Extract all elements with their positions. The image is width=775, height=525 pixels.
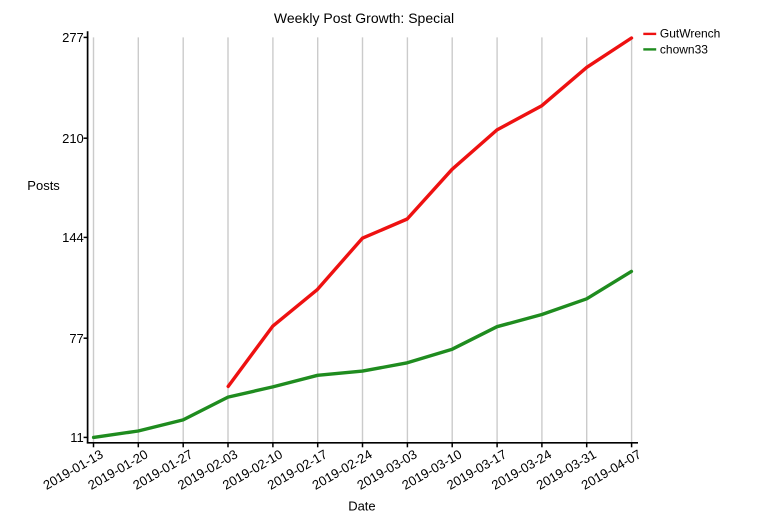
svg-text:Date: Date: [348, 499, 375, 514]
svg-text:11: 11: [70, 430, 84, 445]
svg-text:Posts: Posts: [27, 178, 60, 193]
svg-text:GutWrench: GutWrench: [660, 27, 720, 41]
svg-text:144: 144: [62, 230, 84, 245]
svg-text:77: 77: [69, 331, 83, 346]
svg-text:277: 277: [62, 30, 84, 45]
svg-text:Weekly Post Growth: Special: Weekly Post Growth: Special: [274, 10, 454, 26]
svg-text:chown33: chown33: [660, 42, 708, 56]
svg-text:210: 210: [62, 131, 84, 146]
